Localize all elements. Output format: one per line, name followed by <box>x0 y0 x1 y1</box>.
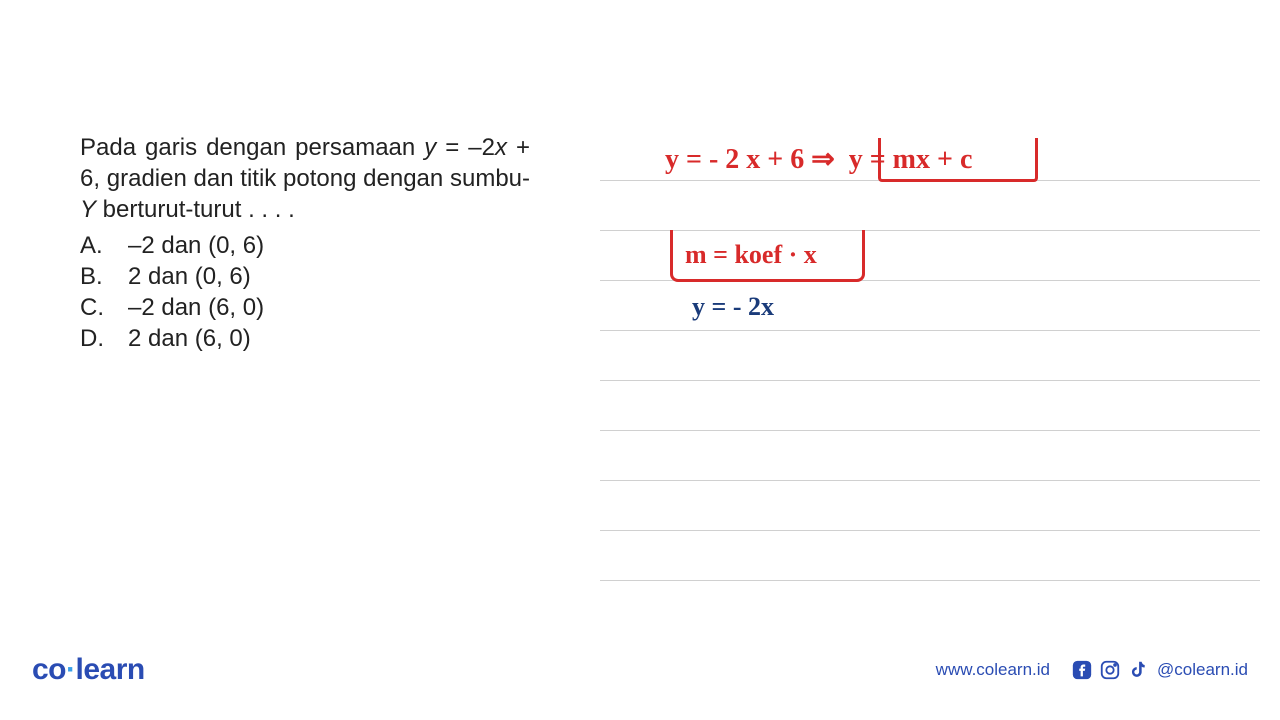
rule-line <box>600 480 1260 481</box>
website-url: www.colearn.id <box>936 660 1050 680</box>
facebook-icon <box>1071 659 1093 681</box>
logo-dot: · <box>66 653 76 686</box>
ruled-notebook-area: y = - 2 x + 6 ⇒ y = mx + c m = koef · x … <box>600 130 1260 610</box>
q-line3-y: Y <box>80 196 96 223</box>
q-line3-pre: sumbu- <box>450 165 530 192</box>
rule-line <box>600 530 1260 531</box>
option-text: –2 dan (0, 6) <box>128 230 264 261</box>
q-line2: gradien dan titik potong dengan <box>107 165 444 192</box>
option-c: C. –2 dan (6, 0) <box>80 292 530 323</box>
option-d: D. 2 dan (6, 0) <box>80 323 530 354</box>
rule-line <box>600 430 1260 431</box>
hw-eq-given: y = - 2 x + 6 ⇒ <box>665 144 835 175</box>
question-block: Pada garis dengan persamaan y = –2x + 6,… <box>80 132 530 354</box>
social-links: @colearn.id <box>1071 659 1248 681</box>
option-letter: B. <box>80 261 128 292</box>
footer: co·learn www.colearn.id @colearn.id <box>0 650 1280 690</box>
option-text: 2 dan (6, 0) <box>128 323 251 354</box>
rule-line <box>600 380 1260 381</box>
option-text: –2 dan (6, 0) <box>128 292 264 323</box>
question-text: Pada garis dengan persamaan y = –2x + 6,… <box>80 132 530 226</box>
logo-learn: learn <box>76 653 145 686</box>
option-a: A. –2 dan (0, 6) <box>80 230 530 261</box>
option-b: B. 2 dan (0, 6) <box>80 261 530 292</box>
q-line1-pre: Pada garis dengan persamaan <box>80 134 424 161</box>
option-letter: D. <box>80 323 128 354</box>
option-letter: C. <box>80 292 128 323</box>
option-text: 2 dan (0, 6) <box>128 261 251 292</box>
logo-co: co <box>32 653 66 686</box>
q-eq-y: y <box>424 134 436 161</box>
rule-line <box>600 580 1260 581</box>
q-eq-x: x <box>495 134 507 161</box>
q-eq-mid: = –2 <box>436 134 495 161</box>
instagram-icon <box>1099 659 1121 681</box>
q-line3-post: berturut-turut . . . . <box>96 196 295 223</box>
option-letter: A. <box>80 230 128 261</box>
handwritten-line-3: y = - 2x <box>692 292 774 322</box>
handwritten-line-2: m = koef · x <box>685 240 817 270</box>
handwritten-box-1 <box>878 138 1038 182</box>
rule-line <box>600 330 1260 331</box>
social-handle: @colearn.id <box>1157 660 1248 680</box>
options-list: A. –2 dan (0, 6) B. 2 dan (0, 6) C. –2 d… <box>80 230 530 355</box>
colearn-logo: co·learn <box>32 653 145 687</box>
tiktok-icon <box>1127 659 1149 681</box>
